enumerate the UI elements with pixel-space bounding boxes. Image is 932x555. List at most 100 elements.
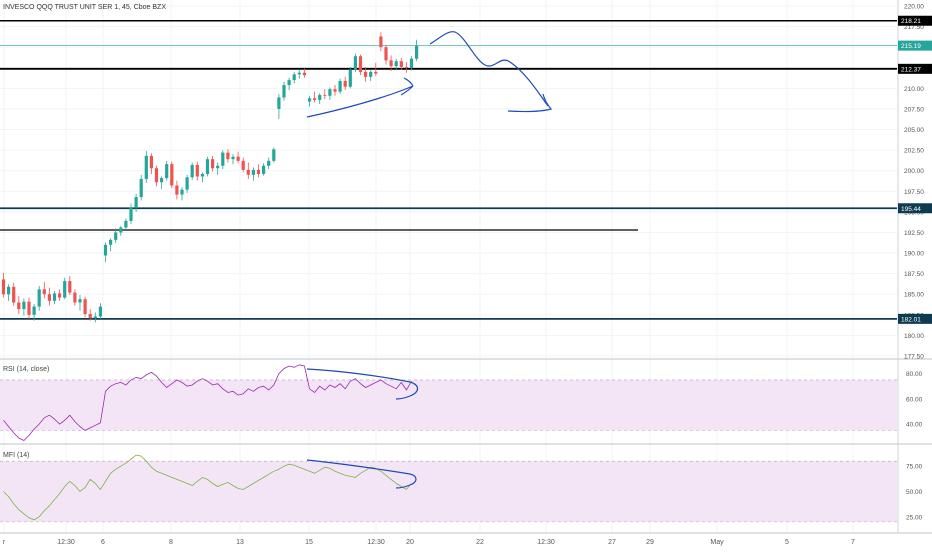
time-tick-label: 27 (608, 539, 616, 546)
candle-body (114, 232, 118, 240)
candle-body (394, 61, 398, 67)
indicator-tick-label: 40.00 (906, 422, 923, 429)
indicator-band-fill (0, 379, 897, 431)
candle-body (58, 293, 62, 298)
price-label-tags: 218.21 215.19 212.37 195.44 182.01 (898, 15, 932, 324)
price-tick-label: 217.50 (904, 24, 924, 31)
time-tick-label: 20 (406, 539, 414, 546)
candle-body (1, 279, 6, 295)
price-tick-label: 202.50 (904, 148, 924, 155)
price-tag-label: 195.44 (901, 206, 921, 213)
candle-body (103, 244, 108, 256)
price-tag-label: 218.21 (901, 18, 921, 25)
price-tick-label: 205.00 (904, 127, 924, 134)
time-axis[interactable]: r 12:30 6 8 13 15 12:30 20 22 12:30 27 29 May 5 7 (3, 539, 855, 546)
candle-body (216, 165, 220, 169)
time-tick-label: 12:30 (57, 539, 75, 546)
price-tick-label: 185.00 (904, 292, 924, 299)
candle-body (221, 152, 225, 166)
forecast-arrowhead-drawing[interactable] (507, 93, 553, 113)
price-trend-arrow-drawing[interactable] (306, 77, 414, 118)
candle-body (190, 164, 194, 178)
candle-body (369, 71, 373, 77)
trend-drawings[interactable] (306, 31, 553, 489)
candle-body (292, 74, 296, 81)
candle-body (313, 98, 317, 100)
candle-body (205, 159, 210, 174)
rsi-divergence-drawing[interactable] (306, 368, 419, 400)
candle-body (17, 302, 21, 310)
candle-body (302, 72, 306, 76)
price-tick-label: 180.00 (904, 333, 924, 340)
candlestick-series (1, 32, 419, 323)
indicator-bands (0, 379, 897, 523)
price-tag-box (898, 63, 932, 74)
pane-separators (0, 358, 932, 534)
candle-body (134, 197, 138, 208)
time-tick-label: 12:30 (537, 539, 555, 546)
candle-body (297, 72, 301, 75)
candle-body (73, 292, 77, 303)
candle-body (358, 56, 363, 72)
candle-body (404, 66, 408, 68)
price-tick-label: 207.50 (904, 106, 924, 113)
candle-body (323, 94, 327, 96)
candle-body (88, 314, 92, 319)
price-tag-label: 215.19 (901, 43, 921, 50)
candle-body (318, 94, 322, 100)
candle-body (42, 289, 46, 295)
candle-body (200, 174, 204, 177)
candle-body (47, 294, 51, 301)
candle-body (185, 177, 189, 190)
mfi-line (3, 454, 412, 521)
price-axis[interactable]: 220.00217.50215.00212.50210.00207.50205.… (897, 0, 924, 532)
candle-body (364, 71, 368, 77)
candle-body (22, 301, 26, 310)
candle-body (415, 45, 419, 59)
price-tick-label: 192.50 (904, 230, 924, 237)
candle-body (98, 306, 102, 317)
candle-body (175, 185, 179, 195)
indicator-band-fill (0, 461, 897, 522)
time-tick-label: 12:30 (367, 539, 385, 546)
candle-body (93, 316, 97, 319)
mfi-divergence-drawing[interactable] (306, 459, 417, 489)
indicator-tick-label: 25.00 (906, 514, 923, 521)
time-tick-label: 13 (236, 539, 244, 546)
price-tag-box (898, 15, 932, 26)
candle-body (12, 286, 16, 303)
time-tick-label: 29 (646, 539, 654, 546)
candle-body (262, 165, 266, 174)
rsi-series (3, 364, 412, 441)
candle-body (328, 89, 332, 96)
mfi-pane-label: MFI (14) (3, 452, 30, 459)
time-tick-label: 5 (785, 539, 789, 546)
candle-body (7, 286, 11, 295)
candle-body (241, 160, 245, 170)
forecast-arrow-drawing[interactable] (429, 31, 549, 107)
candle-body (149, 155, 153, 169)
candle-body (379, 36, 383, 48)
price-tick-label: 210.00 (904, 86, 924, 93)
candle-body (195, 164, 199, 177)
price-tick-label: 187.50 (904, 271, 924, 278)
candle-body (267, 160, 271, 166)
candle-body (236, 156, 240, 161)
horizontal-levels[interactable] (0, 19, 897, 320)
candle-body (333, 89, 337, 92)
time-tick-label: 7 (851, 539, 855, 546)
candle-body (246, 169, 250, 175)
candle-body (83, 299, 87, 314)
time-tick-label: 15 (305, 539, 313, 546)
candle-body (154, 168, 159, 183)
time-tick-label: 8 (169, 539, 173, 546)
candle-body (211, 159, 215, 169)
time-tick-label: May (710, 539, 724, 546)
candle-body (68, 281, 72, 293)
candle-body (282, 85, 286, 98)
candle-body (119, 227, 123, 233)
candle-body (52, 293, 57, 301)
price-tag-box (898, 40, 932, 51)
price-tick-label: 197.50 (904, 189, 924, 196)
